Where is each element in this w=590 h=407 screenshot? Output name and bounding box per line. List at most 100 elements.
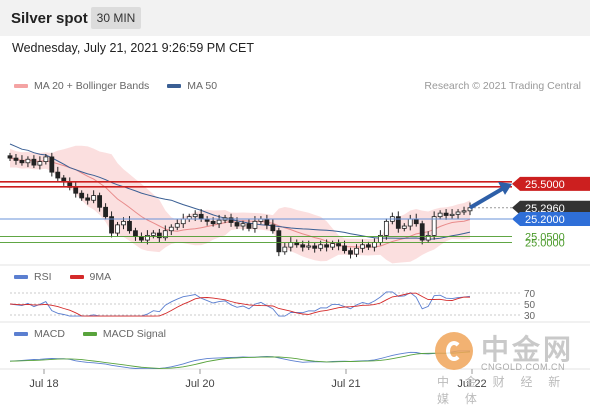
- macd-legend: MACD MACD Signal: [14, 328, 166, 340]
- rsi-tick-label: 70: [524, 289, 536, 300]
- forecast-arrow-head: [498, 181, 512, 195]
- macd-line: [9, 350, 471, 370]
- legend-ma50: MA 50: [187, 80, 218, 92]
- candle-body: [49, 156, 55, 173]
- macd-signal-swatch: [82, 332, 97, 336]
- candle-body: [180, 218, 186, 225]
- rsi-9ma-swatch: [69, 275, 84, 279]
- candle-body: [97, 195, 103, 208]
- candle-body: [282, 246, 288, 253]
- candle-body: [109, 216, 114, 234]
- legend-rsi: RSI: [34, 271, 52, 283]
- legend-macd-signal: MACD Signal: [102, 328, 166, 340]
- timestamp: Wednesday, July 21, 2021 9:26:59 PM CET: [12, 41, 255, 55]
- candle-body: [174, 223, 180, 228]
- candle-body: [336, 243, 341, 247]
- candle-body: [455, 211, 461, 215]
- level-tag-bg: [512, 176, 590, 191]
- candle-body: [61, 177, 67, 182]
- candle-body: [31, 158, 37, 166]
- watermark-name: 中金网: [481, 333, 575, 366]
- candle-body: [79, 192, 85, 199]
- candle-body: [395, 216, 401, 229]
- watermark-logo-icon: [435, 332, 473, 370]
- level-tag-bg: [512, 200, 590, 215]
- macd-signal-line: [9, 351, 471, 369]
- rsi-tick-label: 30: [524, 311, 536, 322]
- candle-body: [425, 234, 431, 241]
- candle-body: [312, 245, 318, 249]
- timeframe-badge[interactable]: 30 MIN: [91, 7, 141, 29]
- candle-body: [419, 223, 425, 241]
- rsi-tick-label: 50: [524, 300, 536, 311]
- rsi-legend: RSI 9MA: [14, 271, 111, 283]
- candle-body: [19, 160, 25, 164]
- candle-body: [306, 245, 312, 248]
- candle-body: [85, 197, 91, 201]
- candle-body: [354, 247, 359, 255]
- level-tag-25.2000: 25.2000: [525, 214, 565, 226]
- level-tag-25.0000: 25.0000: [525, 237, 565, 249]
- level-tag-25.2960: 25.2960: [525, 203, 565, 215]
- instrument-title: Silver spot: [11, 10, 88, 27]
- candle-body: [401, 225, 407, 229]
- candle-body: [43, 156, 49, 163]
- candle-body: [413, 218, 419, 225]
- candle-body: [7, 155, 13, 159]
- ma50-swatch: [167, 84, 182, 88]
- candle-body: [288, 242, 294, 248]
- candle-body: [300, 244, 306, 248]
- x-tick-label: Jul 18: [29, 378, 58, 390]
- level-tag-bg: [512, 212, 590, 226]
- rsi-9ma-line: [9, 292, 471, 317]
- candle-body: [127, 220, 132, 232]
- candle-body: [234, 222, 240, 227]
- candle-body: [324, 244, 330, 248]
- candle-body: [240, 223, 246, 227]
- candle-body: [216, 219, 222, 225]
- candle-body: [252, 220, 258, 229]
- candle-body: [276, 230, 282, 253]
- legend-bollinger: MA 20 + Bollinger Bands: [34, 80, 150, 92]
- macd-swatch: [14, 332, 28, 336]
- candle-body: [91, 195, 97, 201]
- candle-body: [139, 236, 144, 241]
- candle-body: [318, 244, 324, 249]
- candle-body: [55, 171, 61, 179]
- level-tag-25.0500: 25.0500: [525, 232, 565, 244]
- candle-body: [13, 157, 19, 161]
- candle-body: [437, 212, 443, 218]
- candle-body: [210, 220, 216, 225]
- candle-body: [198, 213, 204, 220]
- main-legend: MA 20 + Bollinger Bands MA 50: [14, 80, 217, 92]
- candle-body: [121, 220, 126, 226]
- legend-macd: MACD: [34, 328, 65, 340]
- watermark-url: CNGOLD.COM.CN: [481, 362, 566, 372]
- level-tag-25.5000: 25.5000: [525, 179, 565, 191]
- copyright: Research © 2021 Trading Central: [424, 80, 581, 92]
- candle-body: [431, 216, 437, 236]
- candle-body: [73, 186, 79, 194]
- candle-body: [407, 218, 413, 227]
- forecast-arrow: [468, 186, 506, 210]
- candle-body: [360, 244, 365, 249]
- legend-rsi-9ma: 9MA: [89, 271, 112, 283]
- candle-body: [246, 223, 252, 229]
- rsi-swatch: [14, 275, 28, 279]
- candle-body: [461, 210, 467, 213]
- bollinger-band: [10, 145, 470, 264]
- candle-body: [115, 224, 120, 234]
- x-tick-label: Jul 21: [331, 378, 360, 390]
- candle-body: [156, 232, 162, 239]
- candle-body: [103, 206, 108, 218]
- candle-body: [383, 220, 389, 236]
- watermark-sub: 中 金 财 经 新 媒 体: [437, 375, 567, 406]
- x-tick-label: Jul 20: [185, 378, 214, 390]
- ma20-line: [9, 157, 471, 248]
- candle-body: [342, 245, 347, 252]
- candle-body: [162, 230, 168, 239]
- watermark: 中金网 CNGOLD.COM.CN 中 金 财 经 新 媒 体: [435, 328, 585, 406]
- candle-body: [228, 217, 234, 223]
- candle-body: [192, 213, 198, 218]
